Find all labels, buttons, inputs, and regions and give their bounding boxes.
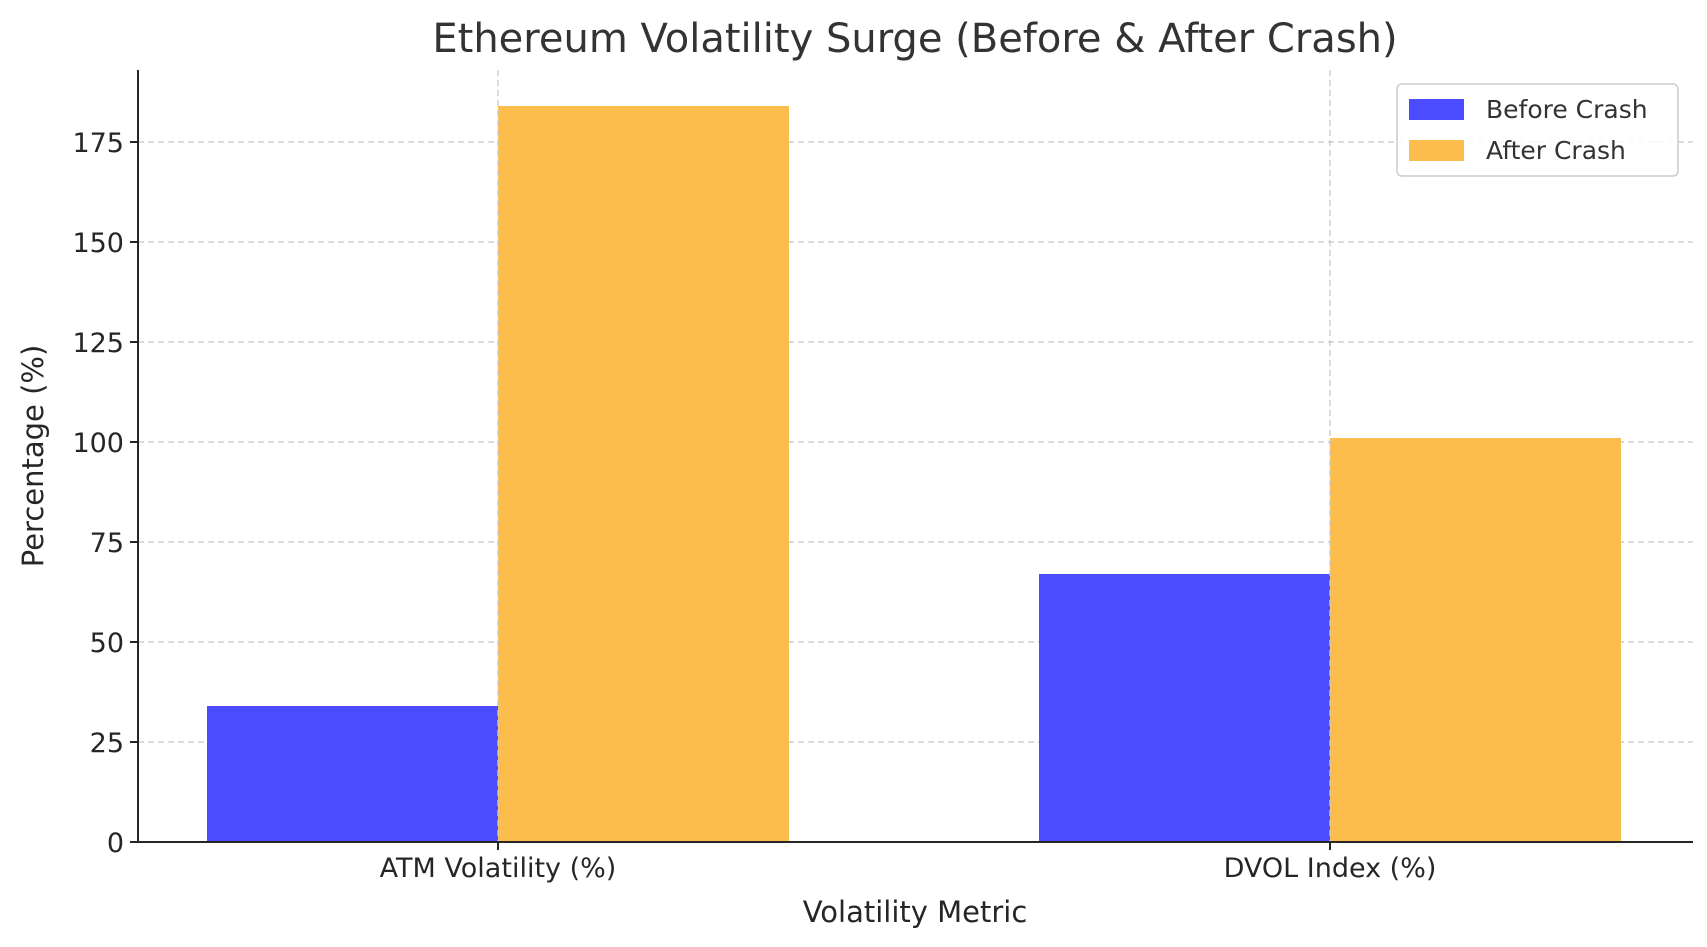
ticks-layer: 0 25 50 75 100 125 150 175 ATM Volatility (%) DVO… — [72, 128, 1436, 884]
y-tick-label: 125 — [72, 328, 124, 359]
legend-box — [1396, 83, 1679, 177]
x-axis-label: Volatility Metric — [803, 895, 1028, 929]
bar-before-crash-0 — [207, 706, 498, 842]
axes-layer — [137, 70, 1693, 843]
bar-before-crash-1 — [1039, 574, 1330, 842]
y-tick-label: 50 — [90, 628, 124, 659]
x-tick-label: ATM Volatility (%) — [380, 853, 617, 884]
y-tick-label: 100 — [72, 428, 124, 459]
legend: Before Crash After Crash — [1396, 83, 1679, 177]
y-tick-label: 150 — [72, 228, 124, 259]
chart-title: Ethereum Volatility Surge (Before & Afte… — [432, 16, 1397, 62]
y-tick-label: 175 — [72, 128, 124, 159]
bar-after-crash-0 — [498, 106, 789, 842]
x-tick-label: DVOL Index (%) — [1224, 853, 1437, 884]
bar-after-crash-1 — [1330, 438, 1621, 842]
bars-layer — [207, 70, 1621, 842]
legend-label-after-crash: After Crash — [1486, 136, 1626, 165]
legend-swatch-before-crash — [1409, 99, 1464, 120]
y-tick-label: 75 — [90, 528, 124, 559]
legend-swatch-after-crash — [1409, 140, 1464, 161]
y-tick-label: 0 — [107, 828, 124, 859]
y-axis-label: Percentage (%) — [16, 345, 50, 568]
y-tick-label: 25 — [90, 728, 124, 759]
legend-label-before-crash: Before Crash — [1486, 95, 1648, 124]
